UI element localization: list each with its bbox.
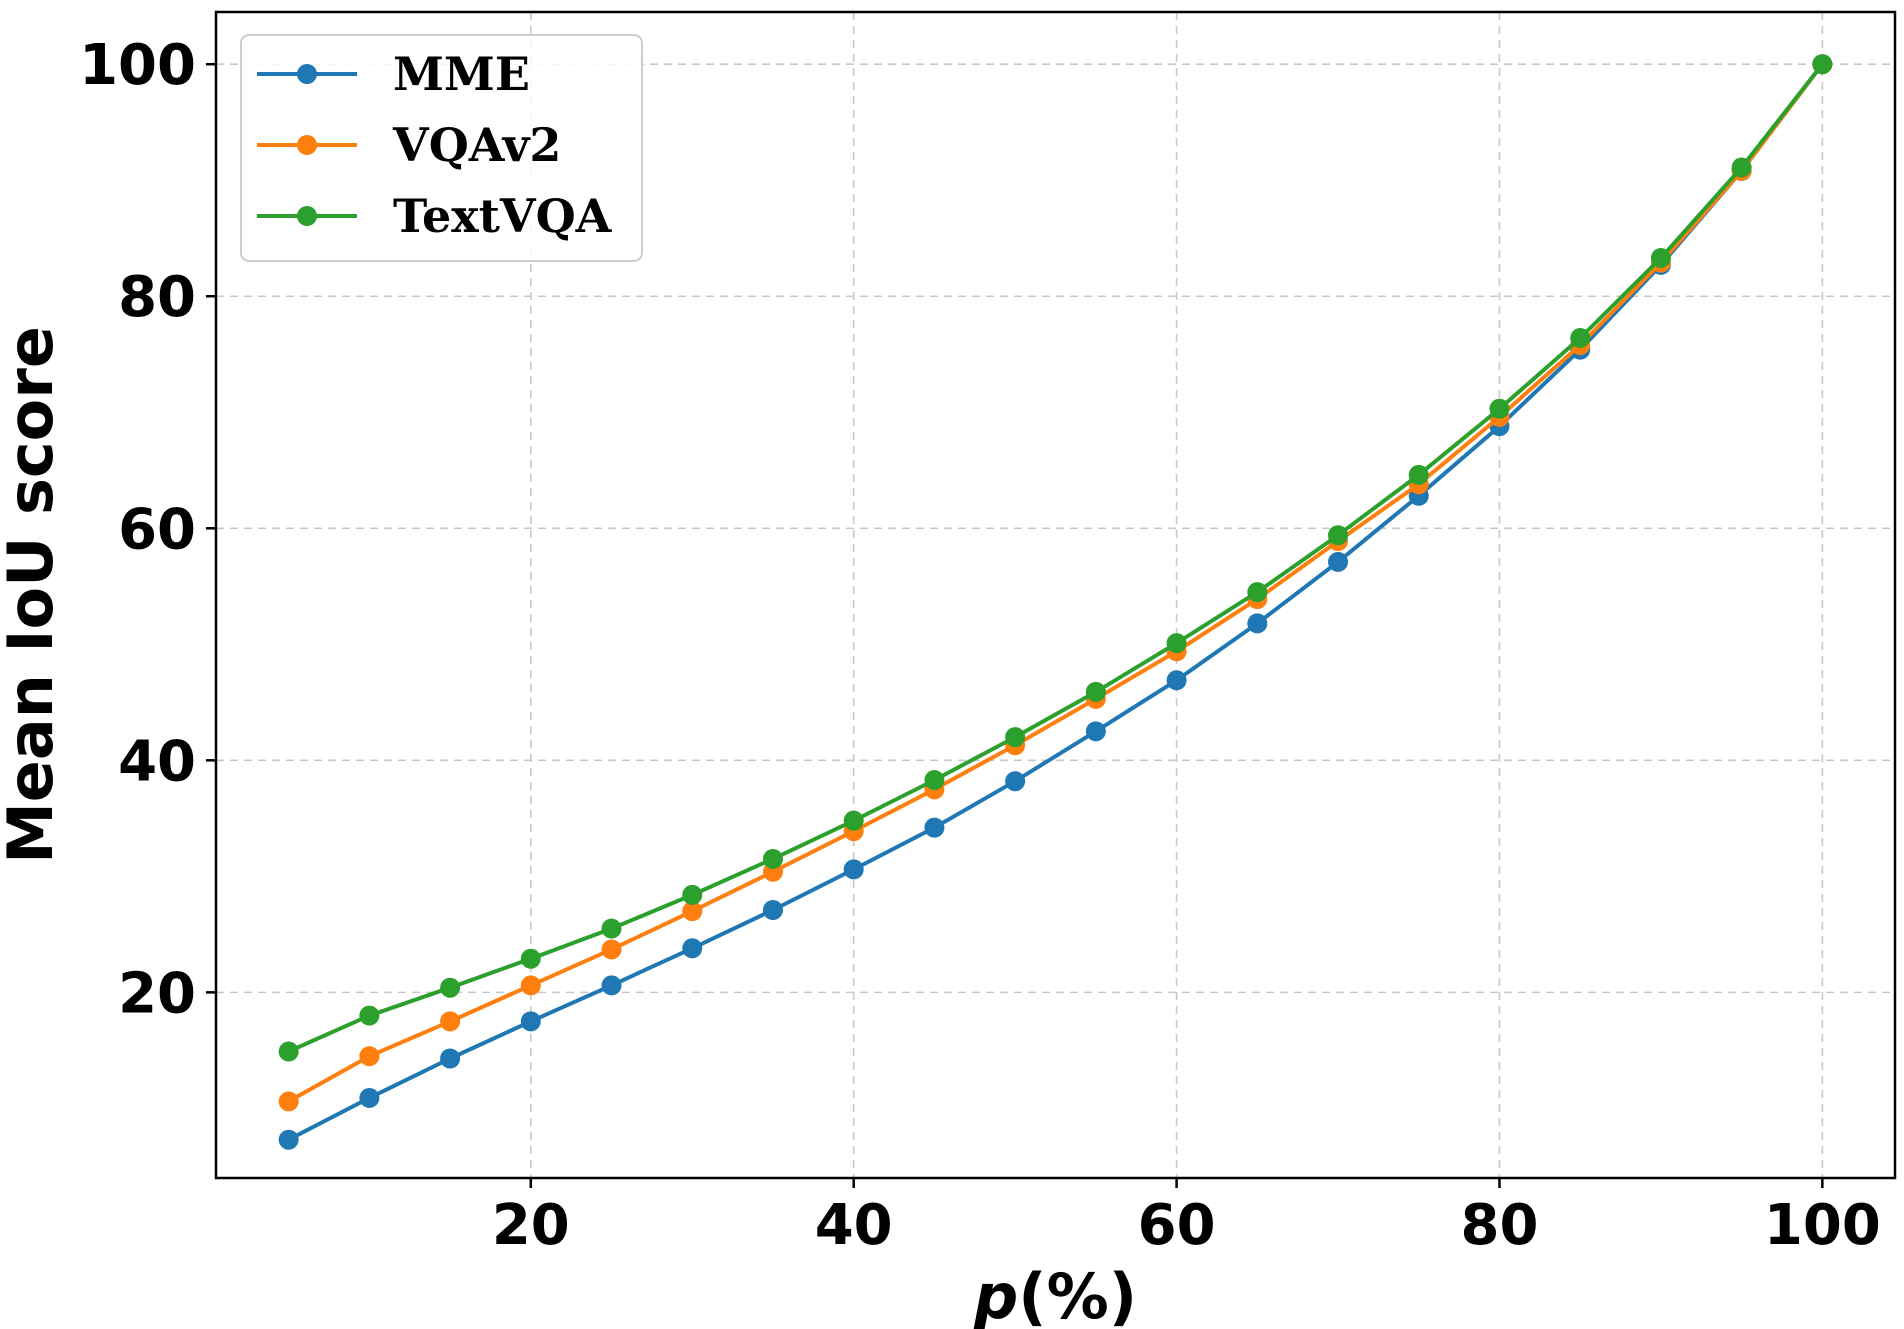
legend-label-vqav2: VQAv2 <box>392 118 561 172</box>
x-tick-label: 100 <box>1764 1193 1881 1258</box>
x-axis-title: p(%) <box>973 1260 1137 1329</box>
data-point-mme <box>520 1011 541 1032</box>
x-tick-label: 80 <box>1460 1193 1538 1258</box>
x-tick-label: 20 <box>492 1193 570 1258</box>
y-axis-title: Mean IoU score <box>0 326 67 864</box>
y-tick-label: 100 <box>79 33 196 98</box>
data-point-mme <box>843 859 864 880</box>
data-point-textvqa <box>762 848 783 869</box>
y-tick-label: 40 <box>118 729 196 794</box>
data-point-textvqa <box>1570 328 1591 349</box>
data-point-mme <box>278 1129 299 1150</box>
data-point-textvqa <box>440 977 461 998</box>
x-axis-title-rest: (%) <box>1018 1260 1137 1329</box>
data-point-mme <box>1005 771 1026 792</box>
tick-layer: 20 40 60 80 100 20 40 60 80 100 <box>79 33 1881 1258</box>
data-point-textvqa <box>682 884 703 905</box>
data-point-textvqa <box>278 1041 299 1062</box>
data-point-textvqa <box>1731 157 1752 178</box>
data-point-textvqa <box>520 948 541 969</box>
series-line-mme <box>287 62 1824 1142</box>
data-point-mme <box>762 899 783 920</box>
y-tick-label: 80 <box>118 265 196 330</box>
data-point-textvqa <box>1166 633 1187 654</box>
data-point-mme <box>359 1087 380 1108</box>
data-point-textvqa <box>1489 398 1510 419</box>
legend: MME VQAv2 TextVQA <box>240 34 643 262</box>
data-point-vqav2 <box>440 1011 461 1032</box>
data-point-textvqa <box>1328 525 1349 546</box>
plot-frame <box>214 10 1897 1180</box>
y-tick-label: 60 <box>118 497 196 562</box>
data-point-mme <box>1247 613 1268 634</box>
x-axis-title-italic: p <box>973 1260 1018 1329</box>
series-line-textvqa <box>287 62 1824 1054</box>
data-point-textvqa <box>1005 727 1026 748</box>
data-point-vqav2 <box>601 939 622 960</box>
data-point-mme <box>1166 670 1187 691</box>
legend-box <box>240 34 643 262</box>
data-point-textvqa <box>601 918 622 939</box>
x-tick-label: 40 <box>815 1193 893 1258</box>
legend-label-textvqa: TextVQA <box>393 189 613 243</box>
x-tick-label: 60 <box>1138 1193 1216 1258</box>
data-point-textvqa <box>1650 247 1671 268</box>
data-point-mme <box>440 1048 461 1069</box>
data-point-textvqa <box>924 770 945 791</box>
data-point-mme <box>601 975 622 996</box>
data-point-vqav2 <box>520 975 541 996</box>
data-point-mme <box>1085 721 1106 742</box>
data-point-vqav2 <box>682 901 703 922</box>
series-layer <box>278 54 1833 1150</box>
data-point-textvqa <box>359 1005 380 1026</box>
data-point-vqav2 <box>359 1046 380 1067</box>
legend-label-mme: MME <box>393 47 530 101</box>
data-point-vqav2 <box>278 1091 299 1112</box>
data-point-mme <box>1328 551 1349 572</box>
data-point-textvqa <box>1812 54 1833 75</box>
data-point-textvqa <box>1085 681 1106 702</box>
data-point-mme <box>924 817 945 838</box>
legend-marker-textvqa <box>297 206 317 226</box>
data-point-textvqa <box>843 810 864 831</box>
legend-marker-mme <box>297 64 317 84</box>
data-point-mme <box>682 938 703 959</box>
data-point-textvqa <box>1408 464 1429 485</box>
series-line-vqav2 <box>287 62 1824 1104</box>
data-point-textvqa <box>1247 582 1268 603</box>
y-tick-label: 20 <box>118 961 196 1026</box>
legend-marker-vqav2 <box>297 135 317 155</box>
series-textvqa <box>278 54 1833 1062</box>
